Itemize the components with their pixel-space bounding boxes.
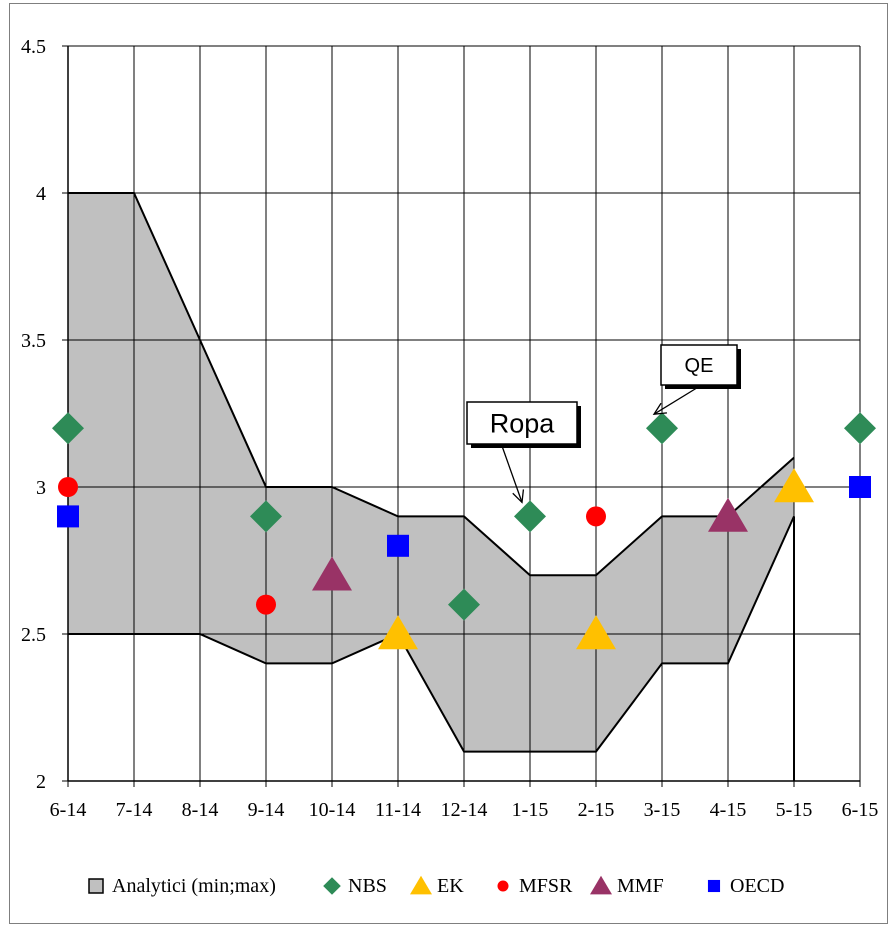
marker-nbs (250, 500, 282, 533)
x-tick-label: 6-15 (842, 799, 879, 821)
x-tick-label: 10-14 (309, 799, 356, 821)
marker-nbs (514, 500, 546, 533)
callout-arrow-head (512, 489, 525, 504)
marker-oecd (57, 505, 79, 528)
legend-item-mfsr: MFSR (497, 875, 573, 897)
legend-item-mmf: MMF (590, 875, 664, 897)
x-tick-label: 4-15 (710, 799, 747, 821)
legend-label: MMF (617, 875, 664, 897)
marker-ek (378, 615, 418, 650)
marker-mfsr (58, 477, 78, 497)
x-tick-label: 7-14 (116, 799, 153, 821)
band-max-line (68, 192, 795, 577)
legend-label: Analytici (min;max) (112, 875, 276, 897)
marker-mfsr (256, 594, 276, 615)
callout-box (466, 401, 578, 445)
x-tick-label: 1-15 (512, 799, 549, 821)
x-tick-label: 8-14 (182, 799, 219, 821)
legend-item-nbs: NBS (323, 875, 387, 897)
marker-nbs (646, 412, 678, 445)
marker-mmf (312, 556, 352, 591)
chart-frame (9, 3, 888, 924)
band-area (68, 193, 794, 752)
annotation-layer: Ropa QE (466, 344, 741, 504)
x-tick-label: 12-14 (441, 799, 488, 821)
marker-oecd (849, 476, 871, 498)
y-tick-label: 4.5 (21, 36, 46, 58)
y-tick-label: 4 (36, 183, 46, 205)
y-tick-label: 2.5 (21, 624, 46, 646)
x-tick-label: 2-15 (578, 799, 615, 821)
callout-ropa: Ropa (466, 401, 581, 504)
y-tick-label: 2 (36, 771, 46, 793)
marker-nbs (52, 412, 84, 445)
legend-label: NBS (348, 875, 387, 897)
legend-label: OECD (730, 875, 784, 897)
legend-marker-oecd (707, 879, 721, 893)
callout-arrow-line (653, 385, 701, 415)
x-tick-label: 5-15 (776, 799, 813, 821)
marker-nbs (844, 412, 876, 445)
marker-layer (52, 412, 876, 650)
marker-oecd (387, 534, 409, 557)
legend-swatch-band (88, 878, 104, 894)
callout-label: Ropa (490, 409, 556, 439)
legend-marker-mfsr (497, 880, 509, 892)
legend-marker-ek (410, 875, 432, 895)
marker-nbs (448, 588, 480, 621)
legend-label: EK (437, 875, 464, 897)
x-tick-label: 11-14 (375, 799, 421, 821)
callout-arrow-line (501, 445, 523, 503)
callout-arrow-head (652, 402, 667, 415)
callout-box (660, 344, 738, 386)
marker-ek (774, 468, 814, 503)
x-tick-label: 3-15 (644, 799, 681, 821)
callout-label: QE (685, 355, 714, 377)
callout-qe: QE (652, 344, 741, 415)
legend-layer: Analytici (min;max) NBS EK MFSR MMF OECD (88, 875, 784, 897)
legend-marker-mmf (590, 875, 612, 895)
legend-item-ek: EK (410, 875, 464, 897)
x-tick-label: 9-14 (248, 799, 285, 821)
marker-ek (576, 615, 616, 650)
legend-label: MFSR (519, 875, 573, 897)
x-tick-label: 6-14 (50, 799, 87, 821)
legend-item-oecd: OECD (707, 875, 784, 897)
marker-mfsr (586, 506, 606, 527)
y-tick-label: 3 (36, 477, 46, 499)
legend-marker-nbs (323, 877, 341, 895)
legend-item-band: Analytici (min;max) (88, 875, 276, 897)
marker-mmf (708, 497, 748, 532)
y-tick-label: 3.5 (21, 330, 46, 352)
